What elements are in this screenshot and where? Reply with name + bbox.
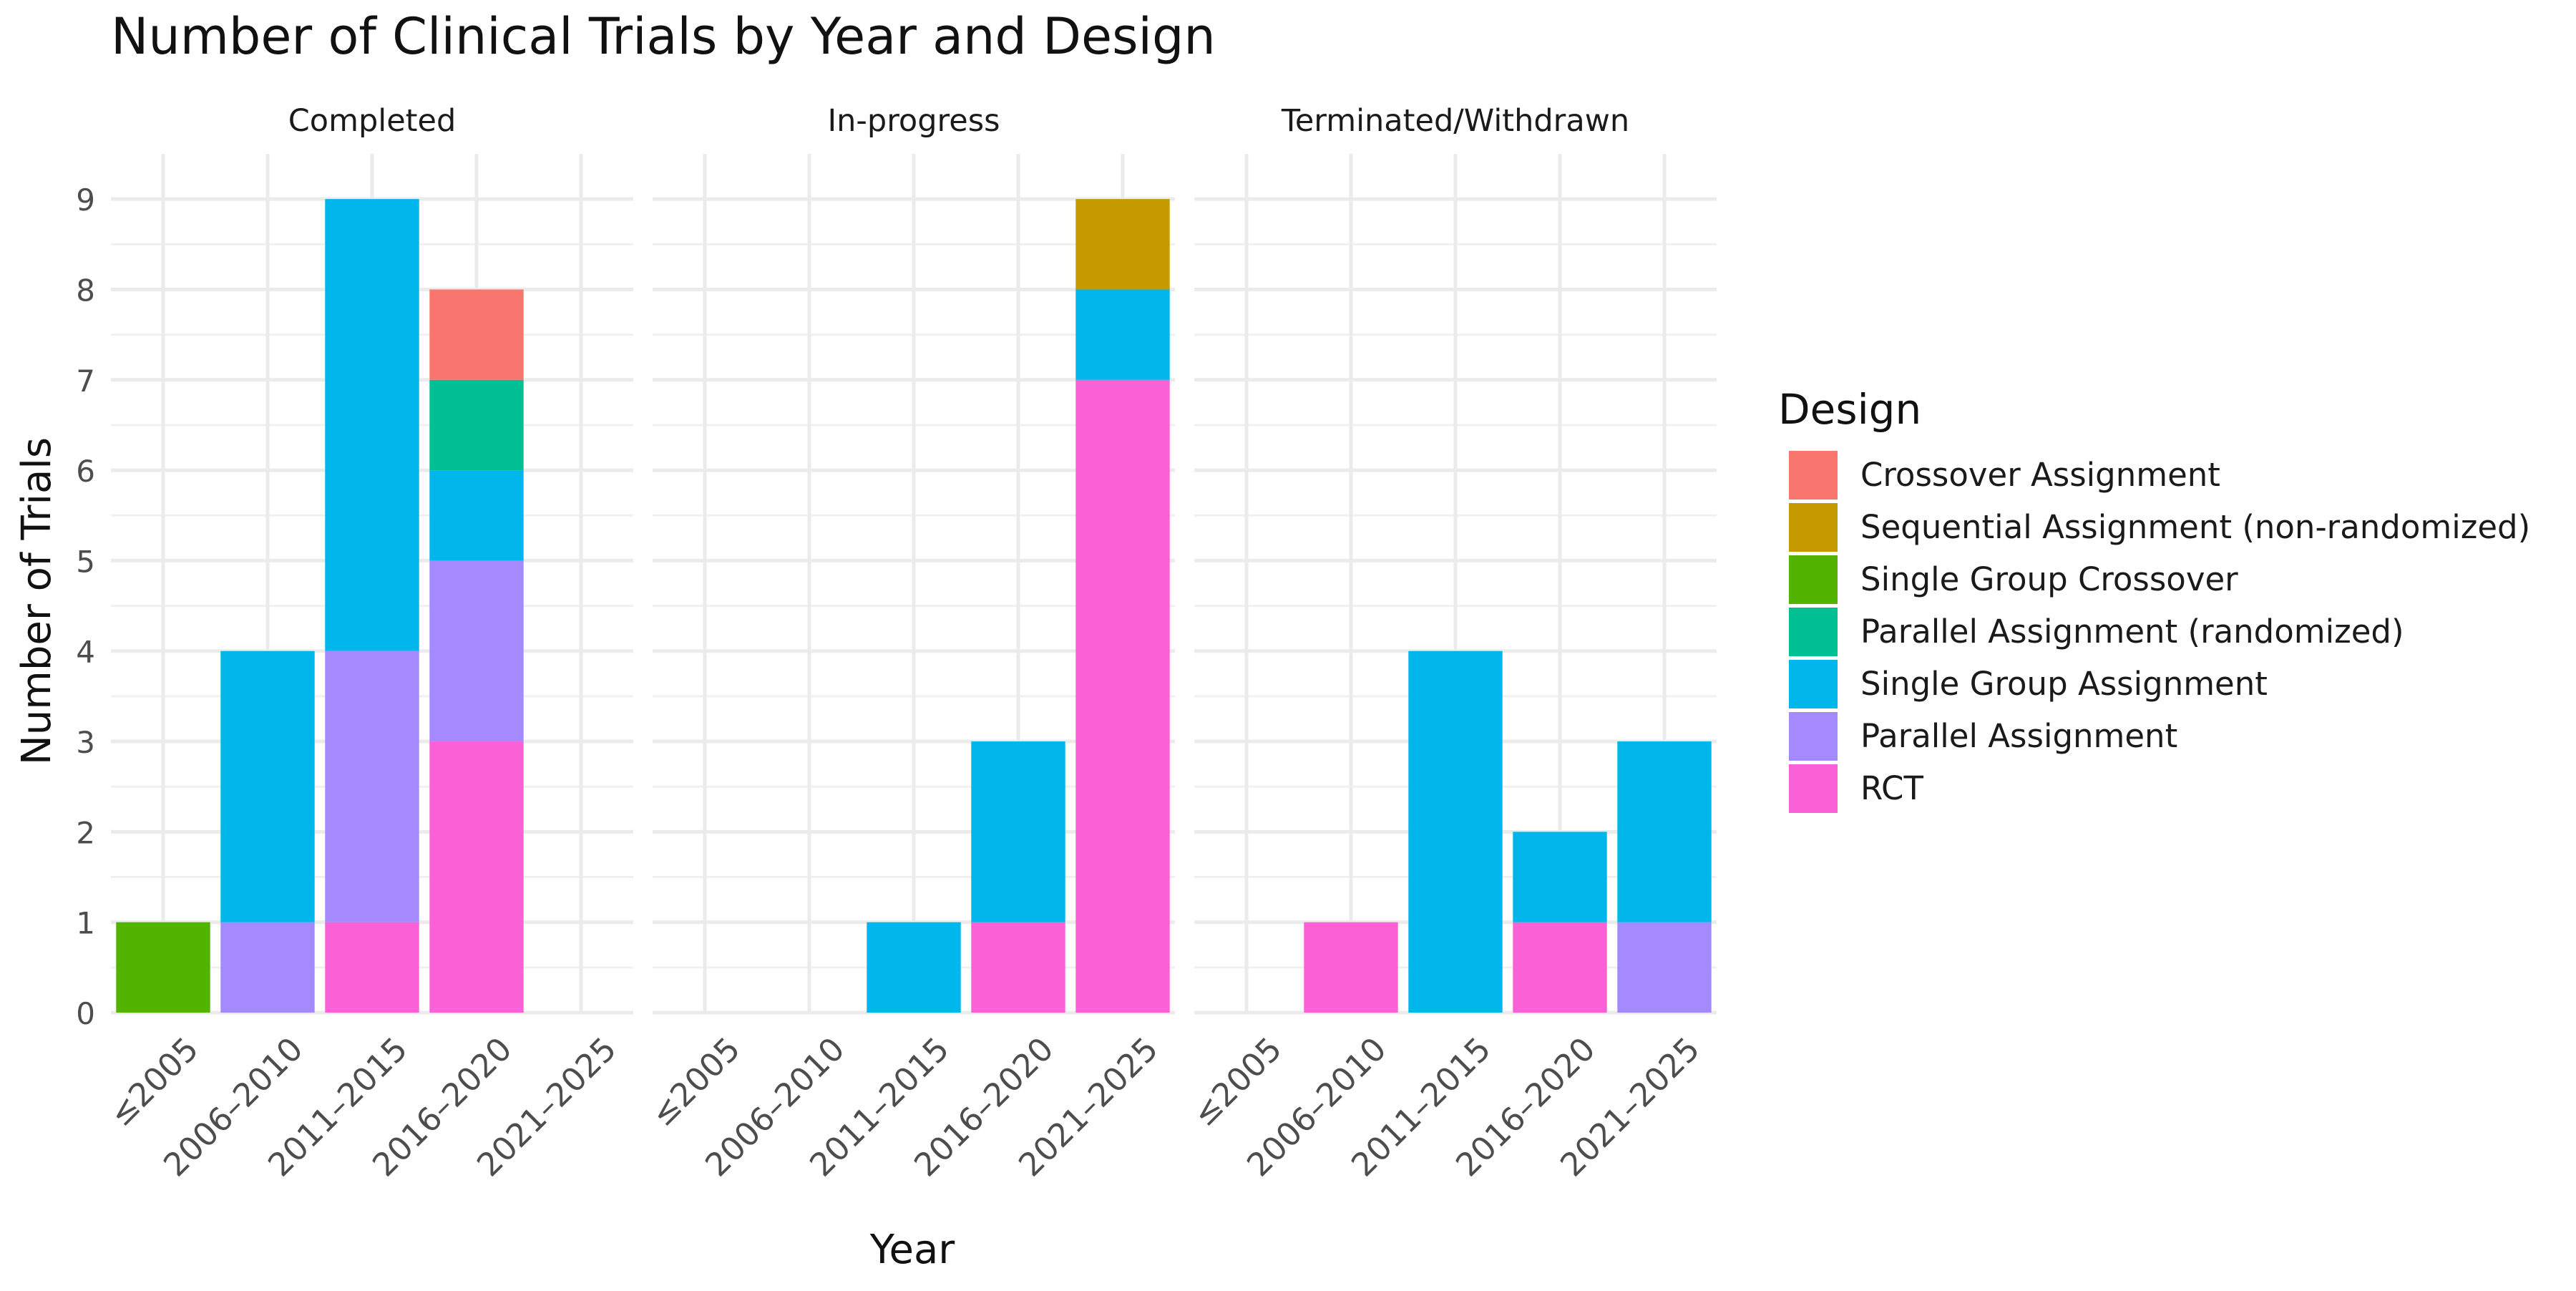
- legend-key-sequential-assignment-non-randomized: [1789, 503, 1838, 552]
- bar-segment-single-group-assignment: [1408, 651, 1503, 1013]
- legend-key-single-group-crossover: [1789, 555, 1838, 604]
- bar-segment-single-group-assignment: [971, 741, 1065, 922]
- facet-label-in-progress: In-progress: [827, 103, 1000, 139]
- bar-segment-single-group-crossover: [116, 922, 210, 1013]
- facet-panels: Completed≤20052006–20102011–20152016–202…: [102, 103, 1717, 1184]
- legend-label-parallel-assignment: Parallel Assignment: [1860, 717, 2177, 755]
- bar-segment-parallel-assignment: [1617, 922, 1712, 1013]
- bar-segment-single-group-assignment: [325, 199, 419, 651]
- bar-segment-rct: [1075, 379, 1170, 1013]
- facet-panel-in-progress: In-progress≤20052006–20102011–20152016–2…: [643, 103, 1175, 1184]
- x-axis-title: Year: [869, 1227, 956, 1273]
- bar-segment-rct: [325, 922, 419, 1013]
- chart-title: Number of Clinical Trials by Year and De…: [111, 7, 1216, 66]
- bar-segment-single-group-assignment: [220, 651, 315, 922]
- bar-segment-parallel-assignment: [220, 922, 315, 1013]
- bar-segment-single-group-assignment: [1617, 741, 1712, 922]
- y-tick-label: 6: [76, 454, 95, 489]
- bar-segment-parallel-assignment: [429, 560, 524, 742]
- bar-segment-rct: [429, 741, 524, 1013]
- y-tick-label: 7: [76, 364, 95, 399]
- facet-panel-completed: Completed≤20052006–20102011–20152016–202…: [102, 103, 633, 1184]
- y-axis-title: Number of Trials: [14, 437, 60, 765]
- legend-label-single-group-crossover: Single Group Crossover: [1860, 560, 2238, 598]
- y-tick-label: 5: [76, 544, 95, 579]
- bar-segment-single-group-assignment: [429, 470, 524, 561]
- legend-label-sequential-assignment-non-randomized: Sequential Assignment (non-randomized): [1860, 508, 2530, 546]
- bar-segment-rct: [1304, 922, 1398, 1013]
- bar-segment-parallel-assignment: [325, 651, 419, 922]
- legend-label-rct: RCT: [1860, 769, 1923, 807]
- legend-label-single-group-assignment: Single Group Assignment: [1860, 665, 2268, 703]
- bar-segment-single-group-assignment: [1513, 832, 1607, 922]
- bar-segment-parallel-assignment-randomized: [429, 379, 524, 471]
- bar-segment-sequential-assignment-non-randomized: [1075, 199, 1170, 290]
- legend: Design Crossover Assignment Sequential As…: [1778, 385, 2530, 813]
- facet-label-completed: Completed: [288, 103, 457, 139]
- x-tick-label: ≤2005: [102, 1030, 205, 1134]
- y-tick-label: 0: [76, 996, 95, 1031]
- bar-segment-rct: [971, 922, 1065, 1013]
- legend-title: Design: [1778, 385, 1921, 434]
- bar-segment-crossover-assignment: [429, 289, 524, 380]
- legend-key-single-group-assignment: [1789, 660, 1838, 708]
- y-tick-label: 8: [76, 273, 95, 308]
- legend-label-crossover-assignment: Crossover Assignment: [1860, 456, 2220, 494]
- bar-segment-single-group-assignment: [1075, 289, 1170, 380]
- legend-key-crossover-assignment: [1789, 451, 1838, 500]
- y-tick-label: 1: [76, 906, 95, 941]
- facet-panel-terminated-withdrawn: Terminated/Withdrawn≤20052006–20102011–2…: [1185, 103, 1717, 1184]
- legend-key-parallel-assignment-randomized: [1789, 608, 1838, 656]
- facet-label-terminated-withdrawn: Terminated/Withdrawn: [1281, 103, 1629, 139]
- y-tick-label: 4: [76, 635, 95, 670]
- x-tick-label: ≤2005: [643, 1030, 747, 1134]
- legend-label-parallel-assignment-randomized: Parallel Assignment (randomized): [1860, 613, 2404, 651]
- y-tick-label: 2: [76, 815, 95, 850]
- y-tick-label: 3: [76, 725, 95, 760]
- bar-segment-single-group-assignment: [867, 922, 961, 1013]
- legend-key-rct: [1789, 764, 1838, 813]
- x-tick-label: ≤2005: [1185, 1030, 1289, 1134]
- y-tick-label: 9: [76, 182, 95, 218]
- bar-segment-rct: [1513, 922, 1607, 1013]
- legend-key-parallel-assignment: [1789, 712, 1838, 761]
